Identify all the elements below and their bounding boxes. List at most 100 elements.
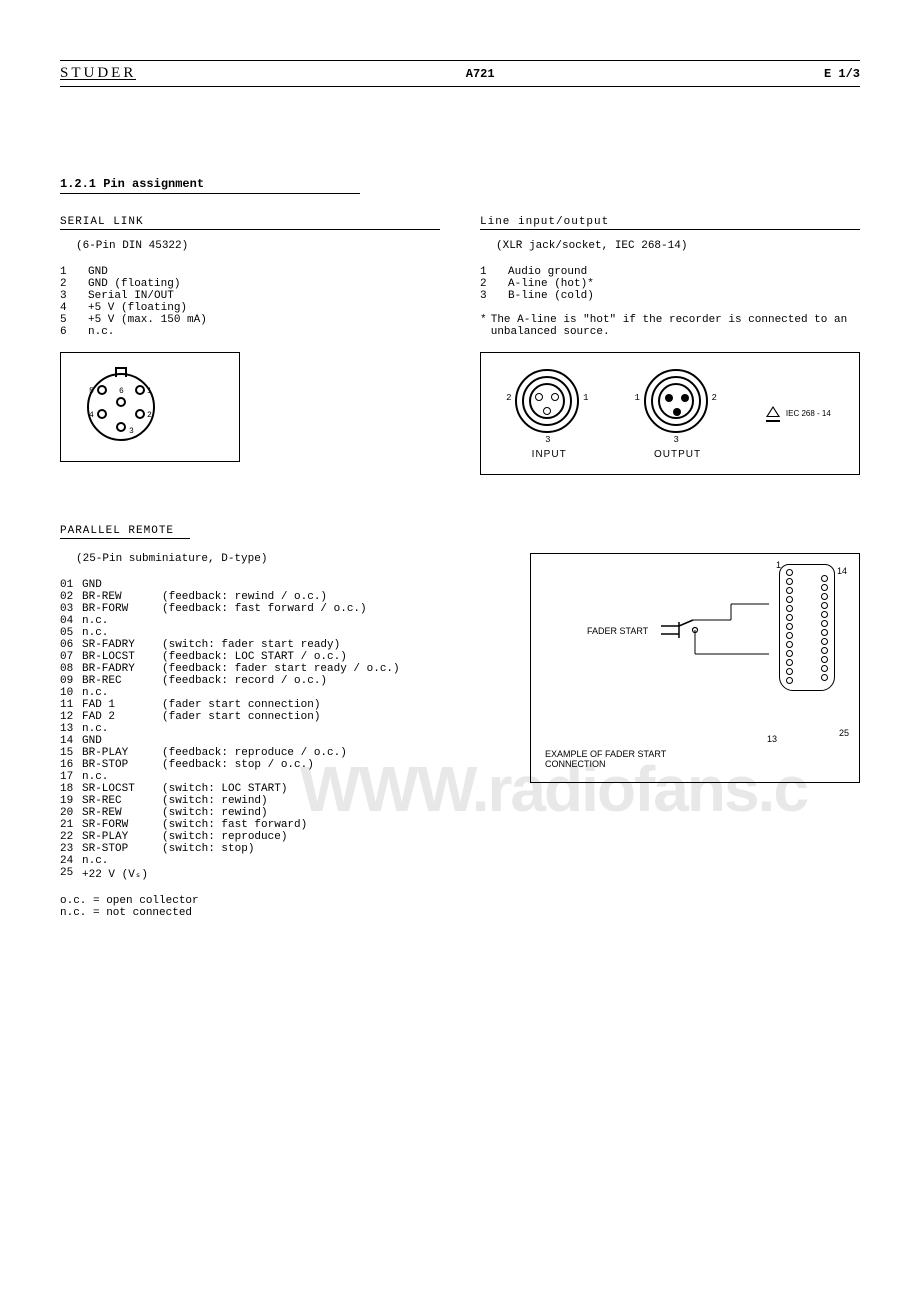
parallel-pin-row: 08BR-FADRY(feedback: fader start ready /… <box>60 663 500 675</box>
dsub-pin <box>786 605 793 612</box>
xlr-pin-num: 3 <box>545 435 550 445</box>
par-desc: (feedback: reproduce / o.c.) <box>162 747 347 759</box>
par-signal: BR-STOP <box>82 759 162 771</box>
par-signal: SR-LOCST <box>82 783 162 795</box>
dsub-pin <box>821 629 828 636</box>
xlr-pin-num: 2 <box>506 393 511 403</box>
dsub-num-14: 14 <box>837 566 847 576</box>
pin-label: +5 V (max. 150 mA) <box>88 314 207 326</box>
dsub-pin <box>786 668 793 675</box>
par-signal: n.c. <box>82 615 162 627</box>
iec-symbol-text: IEC 268 - 14 <box>786 409 831 418</box>
par-pin-num: 21 <box>60 819 82 831</box>
dsub-pin <box>786 569 793 576</box>
din-pin-label: 5 <box>89 387 94 396</box>
serial-pin-row: 4+5 V (floating) <box>60 302 440 314</box>
dsub-pin <box>786 659 793 666</box>
dsub-pin <box>821 638 828 645</box>
line-io-note: * The A-line is "hot" if the recorder is… <box>480 314 860 338</box>
par-desc: (switch: rewind) <box>162 807 268 819</box>
din-pin-label: 1 <box>147 387 152 396</box>
din-pin-1 <box>135 385 145 395</box>
parallel-pin-row: 12FAD 2(fader start connection) <box>60 711 500 723</box>
par-desc: (switch: stop) <box>162 843 254 855</box>
parallel-remote-title: PARALLEL REMOTE <box>60 525 190 539</box>
par-desc: (switch: rewind) <box>162 795 268 807</box>
iec-symbol-group: IEC 268 - 14 <box>766 406 831 422</box>
dsub-pin <box>786 614 793 621</box>
parallel-pin-row: 15BR-PLAY(feedback: reproduce / o.c.) <box>60 747 500 759</box>
dsub-pin <box>786 677 793 684</box>
parallel-pin-row: 17n.c. <box>60 771 500 783</box>
dsub-num-13: 13 <box>767 734 777 744</box>
parallel-remote-section: PARALLEL REMOTE (25-Pin subminiature, D-… <box>60 525 860 919</box>
par-pin-num: 16 <box>60 759 82 771</box>
parallel-pin-table: 01GND02BR-REW(feedback: rewind / o.c.)03… <box>60 579 500 881</box>
par-desc: (feedback: LOC START / o.c.) <box>162 651 347 663</box>
pin-num: 5 <box>60 314 74 326</box>
legend-oc: o.c. = open collector <box>60 895 500 907</box>
dsub-pin <box>821 593 828 600</box>
par-desc: (switch: fader start ready) <box>162 639 340 651</box>
parallel-pin-row: 01GND <box>60 579 500 591</box>
par-desc: (feedback: fast forward / o.c.) <box>162 603 367 615</box>
din-pin-label: 3 <box>129 427 134 436</box>
line-io-pin-list: 1Audio ground 2A-line (hot)* 3B-line (co… <box>480 266 860 302</box>
pin-num: 2 <box>60 278 74 290</box>
par-pin-num: 08 <box>60 663 82 675</box>
serial-pin-row: 5 +5 V (max. 150 mA) <box>60 314 440 326</box>
par-desc: (feedback: stop / o.c.) <box>162 759 314 771</box>
parallel-pin-row: 06SR-FADRY(switch: fader start ready) <box>60 639 500 651</box>
dsub-connector-icon <box>779 564 835 691</box>
brand-name: STUDER <box>60 65 136 82</box>
din-pin-6 <box>116 397 126 407</box>
par-signal: SR-PLAY <box>82 831 162 843</box>
serial-pin-row: 2 GND (floating) <box>60 278 440 290</box>
dsub-pin <box>786 641 793 648</box>
par-signal: BR-REW <box>82 591 162 603</box>
dsub-pin <box>821 602 828 609</box>
par-signal: n.c. <box>82 771 162 783</box>
par-desc: (fader start connection) <box>162 711 320 723</box>
parallel-pin-row: 05n.c. <box>60 627 500 639</box>
fader-start-label: FADER START <box>587 626 648 636</box>
din-pin-3 <box>116 422 126 432</box>
par-desc: (fader start connection) <box>162 699 320 711</box>
serial-pin-list: 1GND 2GND (floating) 3Serial IN/OUT 4+5 … <box>60 266 440 338</box>
par-signal: BR-FORW <box>82 603 162 615</box>
xlr-input-caption: INPUT <box>509 449 589 460</box>
din-pin-label: 6 <box>119 387 124 396</box>
par-pin-num: 17 <box>60 771 82 783</box>
dsub-pin <box>786 587 793 594</box>
xlr-pin-num: 3 <box>674 435 679 445</box>
iec-symbol-icon <box>766 406 782 422</box>
legend-nc: n.c. = not connected <box>60 907 500 919</box>
line-io-pin-row: 3 B-line (cold) <box>480 290 860 302</box>
xlr-figure: 2 1 3 INPUT 1 2 3 <box>480 352 860 475</box>
par-pin-num: 18 <box>60 783 82 795</box>
note-star: * <box>480 314 491 338</box>
parallel-pin-row: 04n.c. <box>60 615 500 627</box>
xlr-pin-num: 2 <box>712 393 717 403</box>
par-desc: (feedback: rewind / o.c.) <box>162 591 327 603</box>
dsub-pin <box>821 575 828 582</box>
dsub-pin <box>821 584 828 591</box>
parallel-legend: o.c. = open collector n.c. = not connect… <box>60 895 500 919</box>
par-pin-num: 15 <box>60 747 82 759</box>
par-signal: n.c. <box>82 687 162 699</box>
pin-num: 3 <box>480 290 494 302</box>
dsub-pin <box>786 623 793 630</box>
parallel-pin-row: 09BR-REC(feedback: record / o.c.) <box>60 675 500 687</box>
pin-label: GND (floating) <box>88 278 180 290</box>
line-io-title: Line input/output <box>480 216 860 230</box>
par-signal: n.c. <box>82 723 162 735</box>
pin-label: B-line (cold) <box>508 290 594 302</box>
page-number: E 1/3 <box>824 67 860 81</box>
dsub-pin <box>786 596 793 603</box>
par-pin-num: 25 <box>60 867 82 881</box>
xlr-pin-num: 1 <box>583 393 588 403</box>
dsub-pin <box>821 674 828 681</box>
par-pin-num: 07 <box>60 651 82 663</box>
par-pin-num: 09 <box>60 675 82 687</box>
xlr-pin-num: 1 <box>635 393 640 403</box>
